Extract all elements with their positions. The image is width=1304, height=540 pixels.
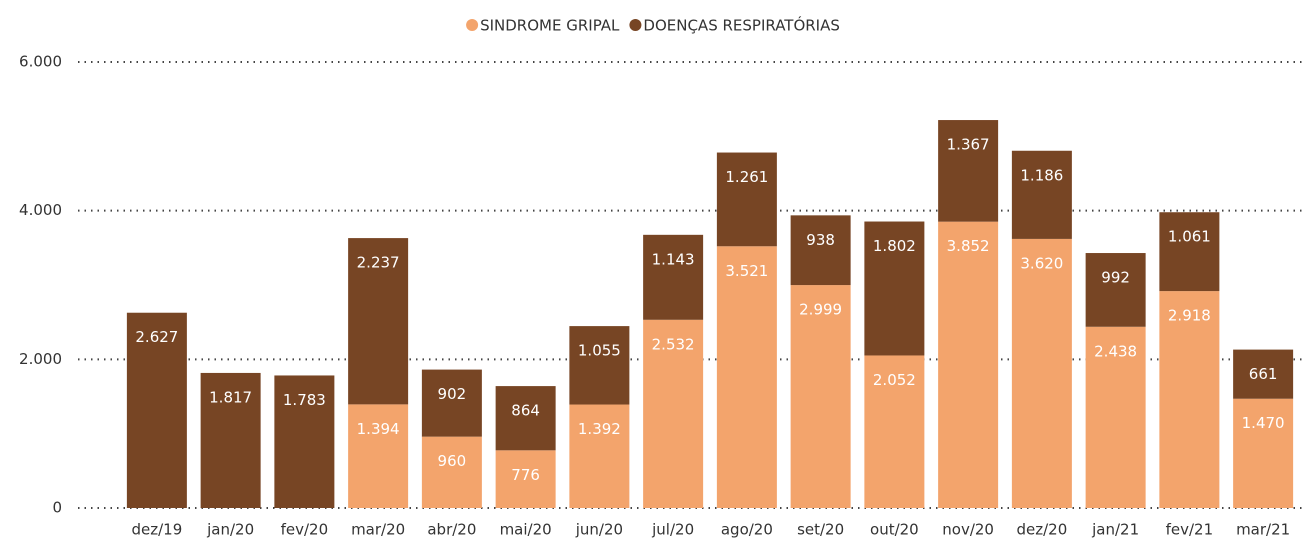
value-label: 960 <box>438 452 467 470</box>
y-tick-label: 6.000 <box>19 53 62 71</box>
bar-segment <box>569 326 630 405</box>
value-label: 3.620 <box>1020 254 1063 272</box>
legend-label: DOENÇAS RESPIRATÓRIAS <box>643 16 839 35</box>
value-label: 2.438 <box>1094 342 1137 360</box>
bar-segment <box>1085 326 1146 508</box>
value-label: 1.367 <box>947 136 990 154</box>
bar-segment <box>200 372 261 508</box>
value-label: 1.261 <box>725 168 768 186</box>
x-tick-label: mai/20 <box>500 521 552 539</box>
value-label: 1.394 <box>357 420 400 438</box>
x-tick-label: jan/20 <box>206 521 254 539</box>
bar-segment <box>1159 291 1220 508</box>
bar-segment <box>864 221 925 356</box>
bar-segment <box>421 369 482 437</box>
bar-segment <box>864 355 925 508</box>
y-tick-label: 2.000 <box>19 350 62 368</box>
bar-segment <box>421 436 482 508</box>
value-label: 3.852 <box>947 237 990 255</box>
value-label: 2.627 <box>135 328 178 346</box>
y-tick-label: 4.000 <box>19 201 62 219</box>
x-tick-label: ago/20 <box>721 521 773 539</box>
value-label: 1.143 <box>652 250 695 268</box>
bar-segment <box>348 238 409 405</box>
bar-segment <box>716 246 777 508</box>
legend-label: SINDROME GRIPAL <box>480 17 620 35</box>
x-tick-label: fev/20 <box>281 521 329 539</box>
x-tick-label: dez/19 <box>131 521 182 539</box>
bar-segment <box>938 120 999 222</box>
value-label: 864 <box>511 402 540 420</box>
x-tick-label: abr/20 <box>427 521 476 539</box>
bar-segment <box>1011 150 1072 239</box>
value-label: 776 <box>511 466 540 484</box>
value-label: 938 <box>806 231 835 249</box>
value-label: 992 <box>1101 269 1130 287</box>
bar-segment <box>1159 212 1220 292</box>
bar-segment <box>790 215 851 286</box>
bar-segment <box>126 312 187 508</box>
bar-segment <box>1011 238 1072 508</box>
bar-segment <box>569 404 630 508</box>
value-label: 1.055 <box>578 342 621 360</box>
bar-segment <box>495 450 556 508</box>
bar-segment <box>274 375 335 508</box>
value-label: 1.061 <box>1168 228 1211 246</box>
value-label: 1.783 <box>283 391 326 409</box>
legend-marker <box>466 19 479 31</box>
value-label: 2.237 <box>357 254 400 272</box>
value-label: 3.521 <box>725 262 768 280</box>
value-label: 661 <box>1249 365 1278 383</box>
bar-segment <box>495 386 556 451</box>
value-label: 2.918 <box>1168 307 1211 325</box>
bar-segment <box>1085 253 1146 327</box>
x-tick-label: out/20 <box>870 521 919 539</box>
x-tick-label: nov/20 <box>942 521 994 539</box>
value-label: 902 <box>438 385 467 403</box>
bar-segment <box>716 152 777 247</box>
x-tick-label: jun/20 <box>575 521 623 539</box>
x-tick-label: fev/21 <box>1166 521 1214 539</box>
value-label: 2.999 <box>799 301 842 319</box>
value-label: 1.470 <box>1242 414 1285 432</box>
bar-segment <box>643 234 704 320</box>
value-label: 1.802 <box>873 237 916 255</box>
x-tick-label: jul/20 <box>651 521 694 539</box>
bar-segment <box>348 404 409 508</box>
value-label: 1.817 <box>209 388 252 406</box>
value-label: 1.186 <box>1020 166 1063 184</box>
x-tick-label: mar/21 <box>1236 521 1290 539</box>
bar-segment <box>938 221 999 508</box>
x-tick-label: jan/21 <box>1091 521 1139 539</box>
y-tick-label: 0 <box>52 499 62 517</box>
bar-segment <box>1233 398 1294 508</box>
value-label: 2.052 <box>873 371 916 389</box>
x-tick-label: mar/20 <box>351 521 405 539</box>
bar-segment <box>643 319 704 508</box>
bar-segment <box>790 285 851 508</box>
value-label: 2.532 <box>652 335 695 353</box>
value-label: 1.392 <box>578 420 621 438</box>
x-tick-label: set/20 <box>797 521 844 539</box>
bar-segment <box>1233 349 1294 399</box>
x-tick-label: dez/20 <box>1016 521 1067 539</box>
legend-marker <box>629 19 642 31</box>
